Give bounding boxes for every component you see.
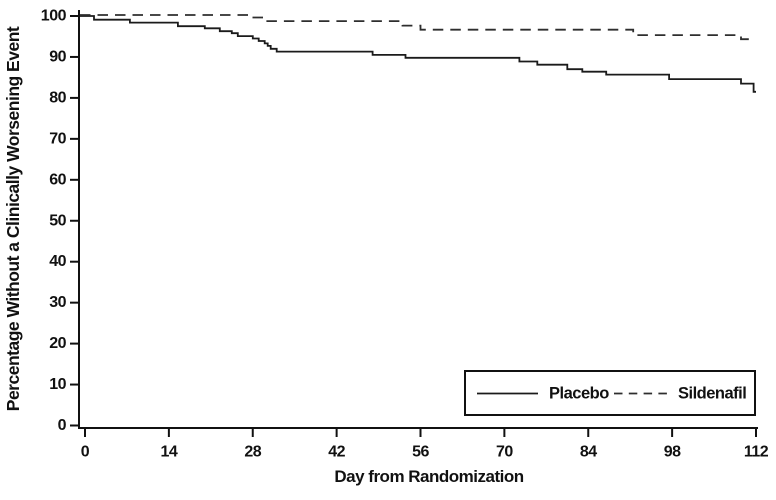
x-tick-label: 56 — [412, 444, 429, 461]
sildenafil-curve — [80, 14, 753, 41]
x-tick-label: 0 — [81, 444, 90, 461]
x-tick-label: 14 — [160, 444, 177, 461]
y-tick-label: 60 — [49, 171, 66, 188]
legend-placebo-label: Placebo — [549, 384, 609, 402]
y-tick-label: 10 — [49, 376, 66, 393]
legend-box: Placebo Sildenafil — [464, 370, 756, 416]
x-axis-title: Day from Randomization — [334, 467, 523, 486]
y-tick-label: 50 — [49, 212, 66, 229]
x-tick-label: 70 — [496, 444, 513, 461]
x-tick-label: 84 — [580, 444, 597, 461]
data-series — [80, 14, 756, 93]
y-axis-ticks: 0 10 20 30 40 50 60 70 80 90 100 — [41, 8, 78, 434]
legend-sildenafil-label: Sildenafil — [678, 384, 746, 402]
x-tick-label: 28 — [244, 444, 261, 461]
placebo-curve — [80, 15, 756, 93]
y-tick-label: 90 — [49, 48, 66, 65]
y-tick-label: 40 — [49, 253, 66, 270]
y-axis-title: Percentage Without a Clinically Worsenin… — [3, 26, 23, 411]
y-tick-label: 20 — [49, 335, 66, 352]
y-tick-label: 0 — [58, 417, 67, 434]
y-tick-label: 30 — [49, 294, 66, 311]
y-tick-label: 80 — [49, 89, 66, 106]
y-tick-label: 70 — [49, 130, 66, 147]
y-tick-label: 100 — [41, 8, 67, 25]
x-tick-label: 42 — [328, 444, 345, 461]
x-tick-label: 112 — [744, 444, 769, 461]
x-axis-ticks: 0 14 28 42 56 70 84 98 112 — [81, 428, 769, 461]
x-tick-label: 98 — [664, 444, 681, 461]
